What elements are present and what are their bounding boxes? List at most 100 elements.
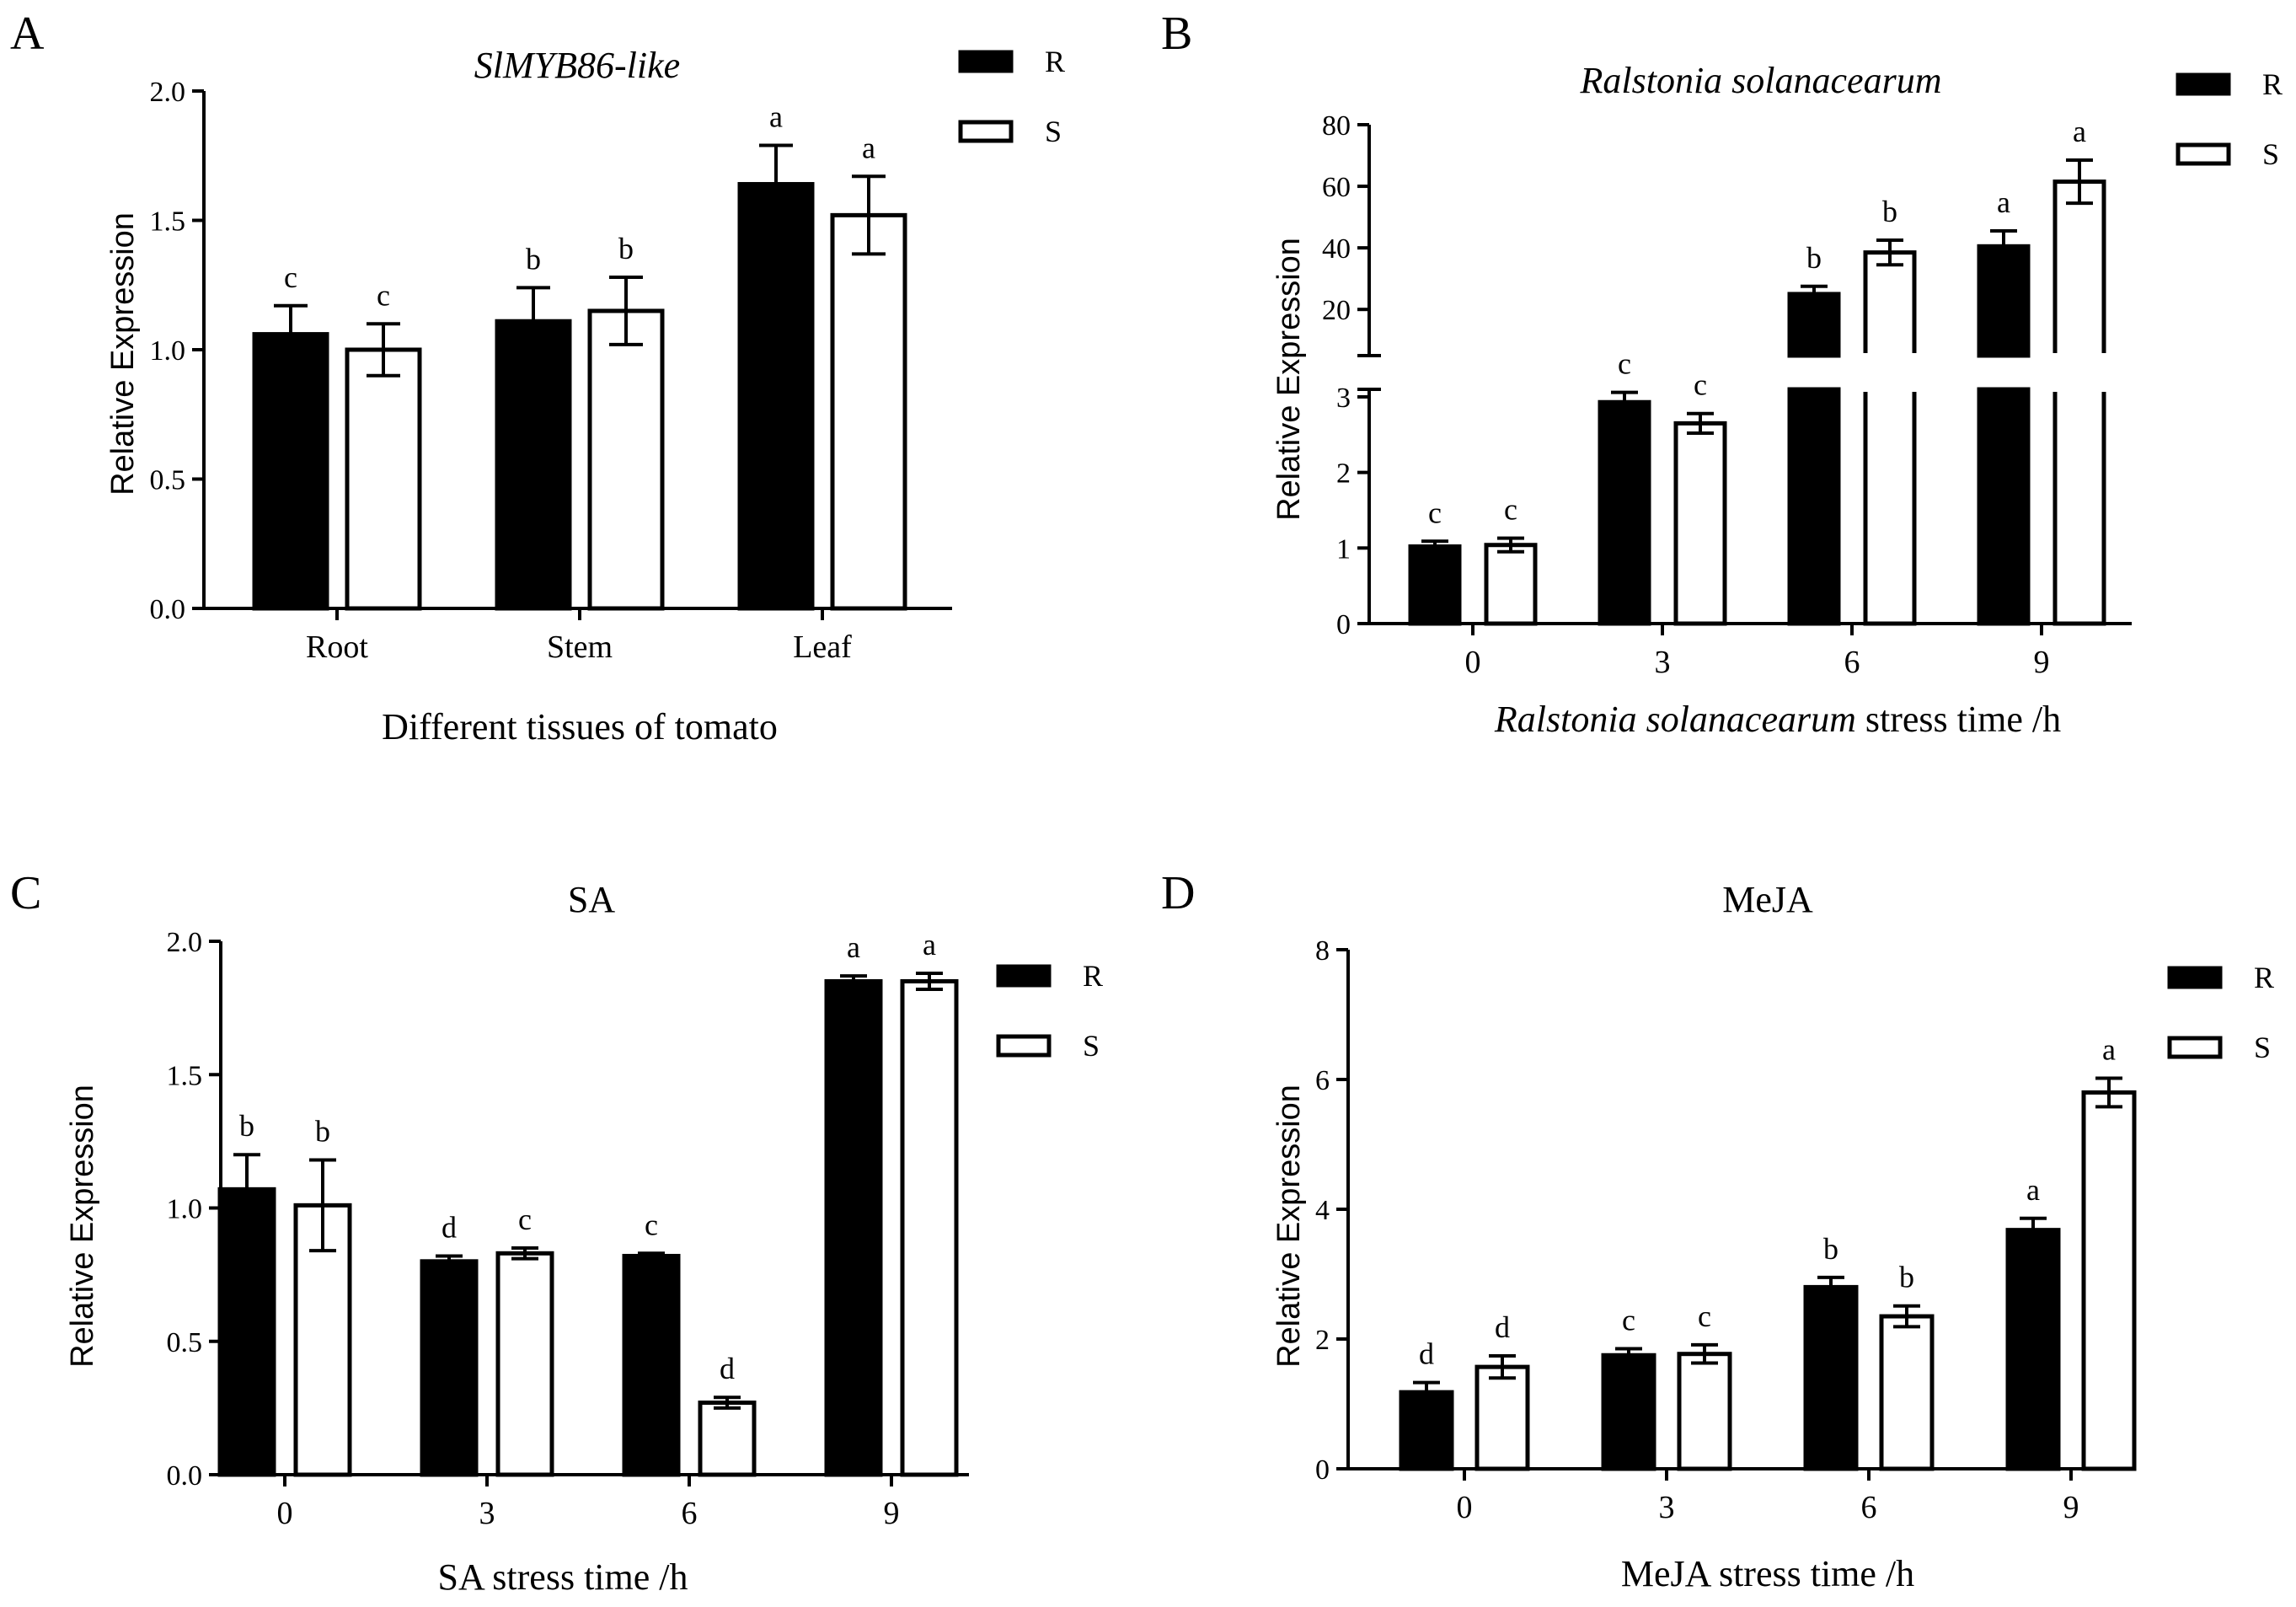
bar-c-r-0 xyxy=(217,1187,276,1477)
legend-swatch-c-s xyxy=(996,1034,1052,1058)
bar-a-s-2 xyxy=(830,212,907,611)
xlabel-c: SA stress time /h xyxy=(437,1556,688,1598)
legend-label-a-s: S xyxy=(1045,115,1062,148)
bar-d-r-0 xyxy=(1399,1390,1454,1471)
panel-d-plot: 0 2 4 6 8 d d 0 c c 3 b b 6 a a 9 R S xyxy=(1315,935,2274,1525)
bar-a-r-1 xyxy=(495,319,572,611)
ylabel-c: Relative Expression xyxy=(65,1085,100,1368)
sig-letter-c-r-1: d xyxy=(442,1210,457,1244)
legend-label-a-r: R xyxy=(1045,45,1065,78)
legend-swatch-d-r xyxy=(2167,966,2223,989)
xlabel-a: Different tissues of tomato xyxy=(382,706,778,747)
x-tick-label-c-1: 3 xyxy=(479,1496,495,1531)
sig-letter-a-r-1: b xyxy=(526,242,541,276)
title-d: MeJA xyxy=(1722,879,1813,920)
bar-b-s-0 xyxy=(1484,543,1538,626)
sig-letter-c-s-3: a xyxy=(923,928,936,962)
y-tick-label-c-0: 0.0 xyxy=(167,1460,203,1492)
panel-letter-c: C xyxy=(10,867,41,919)
ylabel-a: Relative Expression xyxy=(105,212,141,495)
bar-b-r-0 xyxy=(1408,544,1462,626)
sig-letter-d-s-1: c xyxy=(1698,1299,1711,1333)
y-tick-label-a-4: 2.0 xyxy=(150,77,186,108)
xlabel-d: MeJA stress time /h xyxy=(1621,1553,1914,1594)
legend-label-d-s: S xyxy=(2254,1031,2271,1064)
title-b: Ralstonia solanacearum xyxy=(1580,60,1942,101)
sig-letter-c-r-3: a xyxy=(847,930,860,964)
y-tick-label-d-2: 4 xyxy=(1315,1195,1330,1226)
bar-d-s-2 xyxy=(1879,1314,1935,1471)
x-tick-label-a-0: Root xyxy=(306,629,368,665)
y-tick-label-a-0: 0.0 xyxy=(150,594,186,625)
y-tick-label-a-2: 1.0 xyxy=(150,335,186,367)
bar-c-r-2 xyxy=(622,1253,681,1477)
ylabel-b: Relative Expression xyxy=(1271,238,1307,521)
sig-letter-b-s-1: c xyxy=(1694,368,1707,402)
bar-c-s-1 xyxy=(495,1251,554,1477)
sig-letter-d-r-2: b xyxy=(1823,1232,1838,1266)
legend-swatch-d-s xyxy=(2167,1036,2223,1059)
x-tick-label-b-3: 9 xyxy=(2034,645,2050,680)
sig-letter-d-r-1: c xyxy=(1622,1304,1635,1337)
sig-letter-a-s-1: b xyxy=(618,232,634,265)
y-tick-label-d-3: 6 xyxy=(1315,1065,1330,1096)
sig-letter-b-s-3: a xyxy=(2073,115,2086,148)
x-tick-label-a-2: Leaf xyxy=(793,629,852,665)
panel-a-plot: 0.0 0.5 1.0 1.5 2.0 c c Root b b Stem a a Leaf R S xyxy=(150,45,1066,665)
bar-c-s-3 xyxy=(900,978,959,1477)
panel-c-plot: 0.0 0.5 1.0 1.5 2.0 b b 0 d c 3 c d 6 a a 9 R S xyxy=(167,927,1104,1531)
y-tick-label-c-1: 0.5 xyxy=(167,1327,203,1358)
sig-letter-b-s-0: c xyxy=(1504,493,1517,527)
panel-b-plot: 0 1 2 3 20 40 60 80 c c 0 c c 3 b b 6 a a 9 R S xyxy=(1322,67,2283,680)
y-tick-label-lower-b-0: 0 xyxy=(1336,609,1351,640)
x-tick-label-a-1: Stem xyxy=(547,629,613,665)
sig-letter-d-s-0: d xyxy=(1495,1310,1510,1344)
x-tick-label-d-1: 3 xyxy=(1659,1490,1675,1525)
sig-letter-c-r-2: c xyxy=(645,1208,658,1241)
bar-upper-segment-b-r-2 xyxy=(1787,292,1841,358)
legend-label-b-s: S xyxy=(2262,137,2279,171)
legend-swatch-b-s xyxy=(2176,142,2231,166)
legend-label-b-r: R xyxy=(2262,67,2283,101)
x-tick-label-d-0: 0 xyxy=(1457,1490,1473,1525)
sig-letter-a-r-0: c xyxy=(284,260,297,294)
x-tick-label-b-1: 3 xyxy=(1655,645,1671,680)
bar-lower-segment-b-r-3 xyxy=(1977,387,2031,626)
x-tick-label-c-3: 9 xyxy=(884,1496,900,1531)
sig-letter-d-s-3: a xyxy=(2102,1032,2116,1066)
y-tick-label-lower-b-3: 3 xyxy=(1336,383,1351,414)
sig-letter-b-r-3: a xyxy=(1997,185,2010,219)
x-tick-label-d-2: 6 xyxy=(1861,1490,1877,1525)
bar-a-s-1 xyxy=(587,308,665,611)
legend-swatch-c-r xyxy=(996,964,1052,988)
xlabel-b: Ralstonia solanacearum stress time /h xyxy=(1494,699,2061,740)
bar-d-r-1 xyxy=(1601,1353,1656,1471)
legend-swatch-a-s xyxy=(958,120,1014,143)
legend-label-c-s: S xyxy=(1083,1029,1100,1063)
y-tick-label-c-4: 2.0 xyxy=(167,927,203,958)
panel-letter-a: A xyxy=(10,8,45,60)
y-tick-label-d-1: 2 xyxy=(1315,1325,1330,1356)
bar-upper-segment-b-r-3 xyxy=(1977,244,2031,358)
sig-letter-b-r-2: b xyxy=(1806,241,1822,275)
y-tick-label-upper-b-2: 60 xyxy=(1322,172,1351,203)
sig-letter-a-s-0: c xyxy=(377,278,390,312)
x-tick-label-c-0: 0 xyxy=(277,1496,293,1531)
y-tick-label-c-3: 1.5 xyxy=(167,1060,203,1091)
bar-c-s-2 xyxy=(698,1401,757,1477)
bar-d-s-3 xyxy=(2081,1090,2137,1471)
ylabel-d: Relative Expression xyxy=(1271,1085,1307,1368)
bar-d-r-2 xyxy=(1803,1284,1859,1471)
bar-lower-segment-b-s-3 xyxy=(2052,387,2106,626)
bar-c-r-1 xyxy=(420,1259,479,1477)
y-tick-label-d-4: 8 xyxy=(1315,935,1330,967)
legend-label-d-r: R xyxy=(2254,961,2274,994)
bar-a-r-2 xyxy=(737,182,815,611)
y-tick-label-upper-b-0: 20 xyxy=(1322,295,1351,326)
sig-letter-c-s-0: b xyxy=(315,1115,330,1149)
x-tick-label-c-2: 6 xyxy=(682,1496,698,1531)
x-tick-label-b-2: 6 xyxy=(1844,645,1860,680)
bar-c-r-3 xyxy=(824,978,883,1477)
bar-a-r-0 xyxy=(252,332,329,611)
legend-swatch-b-r xyxy=(2176,72,2231,96)
